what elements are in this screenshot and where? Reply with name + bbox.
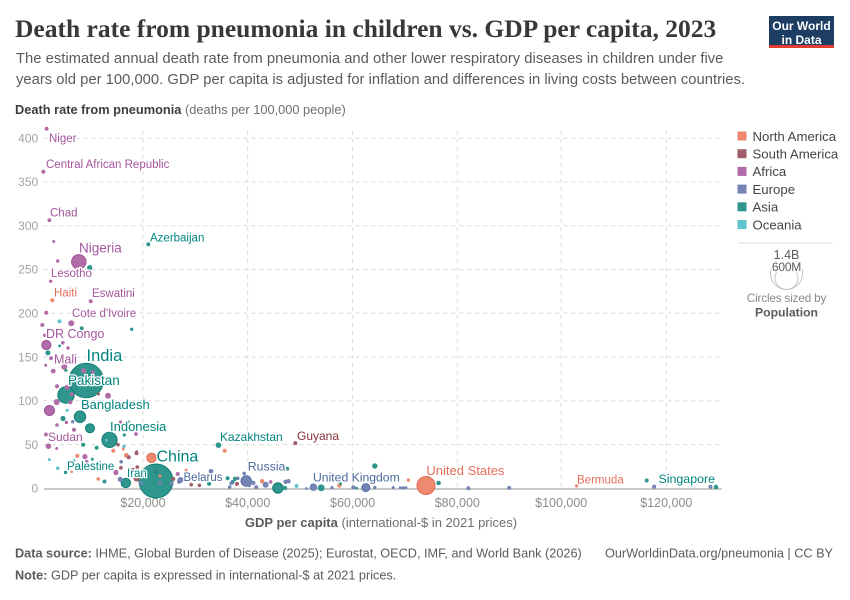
svg-text:$20,000: $20,000 (120, 496, 165, 510)
svg-text:200: 200 (18, 307, 38, 321)
svg-text:Asia: Asia (753, 200, 779, 215)
svg-text:$100,000: $100,000 (535, 496, 587, 510)
svg-text:350: 350 (18, 175, 38, 189)
svg-text:$60,000: $60,000 (330, 496, 375, 510)
svg-text:Data source: IHME, Global Burd: Data source: IHME, Global Burden of Dise… (15, 547, 582, 561)
svg-text:United States: United States (426, 463, 505, 478)
svg-text:India: India (87, 347, 124, 365)
svg-text:1.4B: 1.4B (774, 248, 800, 262)
svg-text:Nigeria: Nigeria (79, 241, 122, 256)
svg-text:North America: North America (753, 129, 837, 144)
svg-text:Haiti: Haiti (54, 288, 77, 300)
svg-text:$80,000: $80,000 (435, 496, 480, 510)
svg-text:Eswatini: Eswatini (92, 288, 135, 300)
svg-text:100: 100 (18, 394, 38, 408)
svg-text:Indonesia: Indonesia (110, 419, 167, 434)
svg-text:300: 300 (18, 219, 38, 233)
svg-text:Note: GDP per capita is expres: Note: GDP per capita is expressed in int… (15, 569, 396, 583)
svg-text:Azerbaijan: Azerbaijan (150, 233, 204, 245)
svg-text:Circles sized by: Circles sized by (747, 291, 827, 305)
svg-text:Oceania: Oceania (753, 217, 803, 232)
svg-text:Sudan: Sudan (48, 430, 83, 444)
svg-text:600M: 600M (772, 260, 801, 274)
svg-text:Mali: Mali (54, 352, 77, 366)
svg-text:50: 50 (25, 438, 39, 452)
svg-text:Palestine: Palestine (67, 461, 114, 473)
svg-text:United Kingdom: United Kingdom (313, 471, 400, 485)
svg-text:150: 150 (18, 350, 38, 364)
svg-text:0: 0 (32, 482, 39, 496)
svg-text:Kazakhstan: Kazakhstan (220, 430, 283, 444)
svg-text:Singapore: Singapore (659, 472, 716, 486)
svg-text:Lesotho: Lesotho (51, 268, 92, 280)
svg-text:Bermuda: Bermuda (577, 475, 624, 487)
svg-text:Chad: Chad (50, 208, 78, 220)
svg-text:Central African Republic: Central African Republic (46, 159, 170, 171)
svg-text:Europe: Europe (753, 182, 796, 197)
svg-text:250: 250 (18, 263, 38, 277)
svg-text:Iran: Iran (127, 468, 147, 480)
svg-text:$40,000: $40,000 (225, 496, 270, 510)
svg-text:$120,000: $120,000 (640, 496, 692, 510)
svg-text:GDP per capita (international-: GDP per capita (international-$ in 2021 … (245, 515, 517, 530)
svg-text:Niger: Niger (49, 133, 77, 145)
svg-text:Bangladesh: Bangladesh (81, 397, 150, 412)
svg-text:Russia: Russia (248, 460, 286, 474)
svg-text:Cote d'Ivoire: Cote d'Ivoire (72, 308, 136, 320)
svg-text:Belarus: Belarus (184, 472, 223, 484)
svg-text:Pakistan: Pakistan (68, 373, 120, 388)
svg-text:400: 400 (18, 131, 38, 145)
svg-text:DR Congo: DR Congo (46, 327, 104, 341)
svg-text:OurWorldinData.org/pneumonia |: OurWorldinData.org/pneumonia | CC BY (605, 547, 834, 561)
svg-text:Death rate from pneumonia (dea: Death rate from pneumonia (deaths per 10… (15, 102, 346, 117)
svg-text:South America: South America (753, 147, 839, 162)
svg-text:Population: Population (755, 306, 818, 320)
svg-text:China: China (157, 449, 199, 466)
svg-text:Africa: Africa (753, 164, 787, 179)
svg-text:Guyana: Guyana (297, 429, 339, 443)
